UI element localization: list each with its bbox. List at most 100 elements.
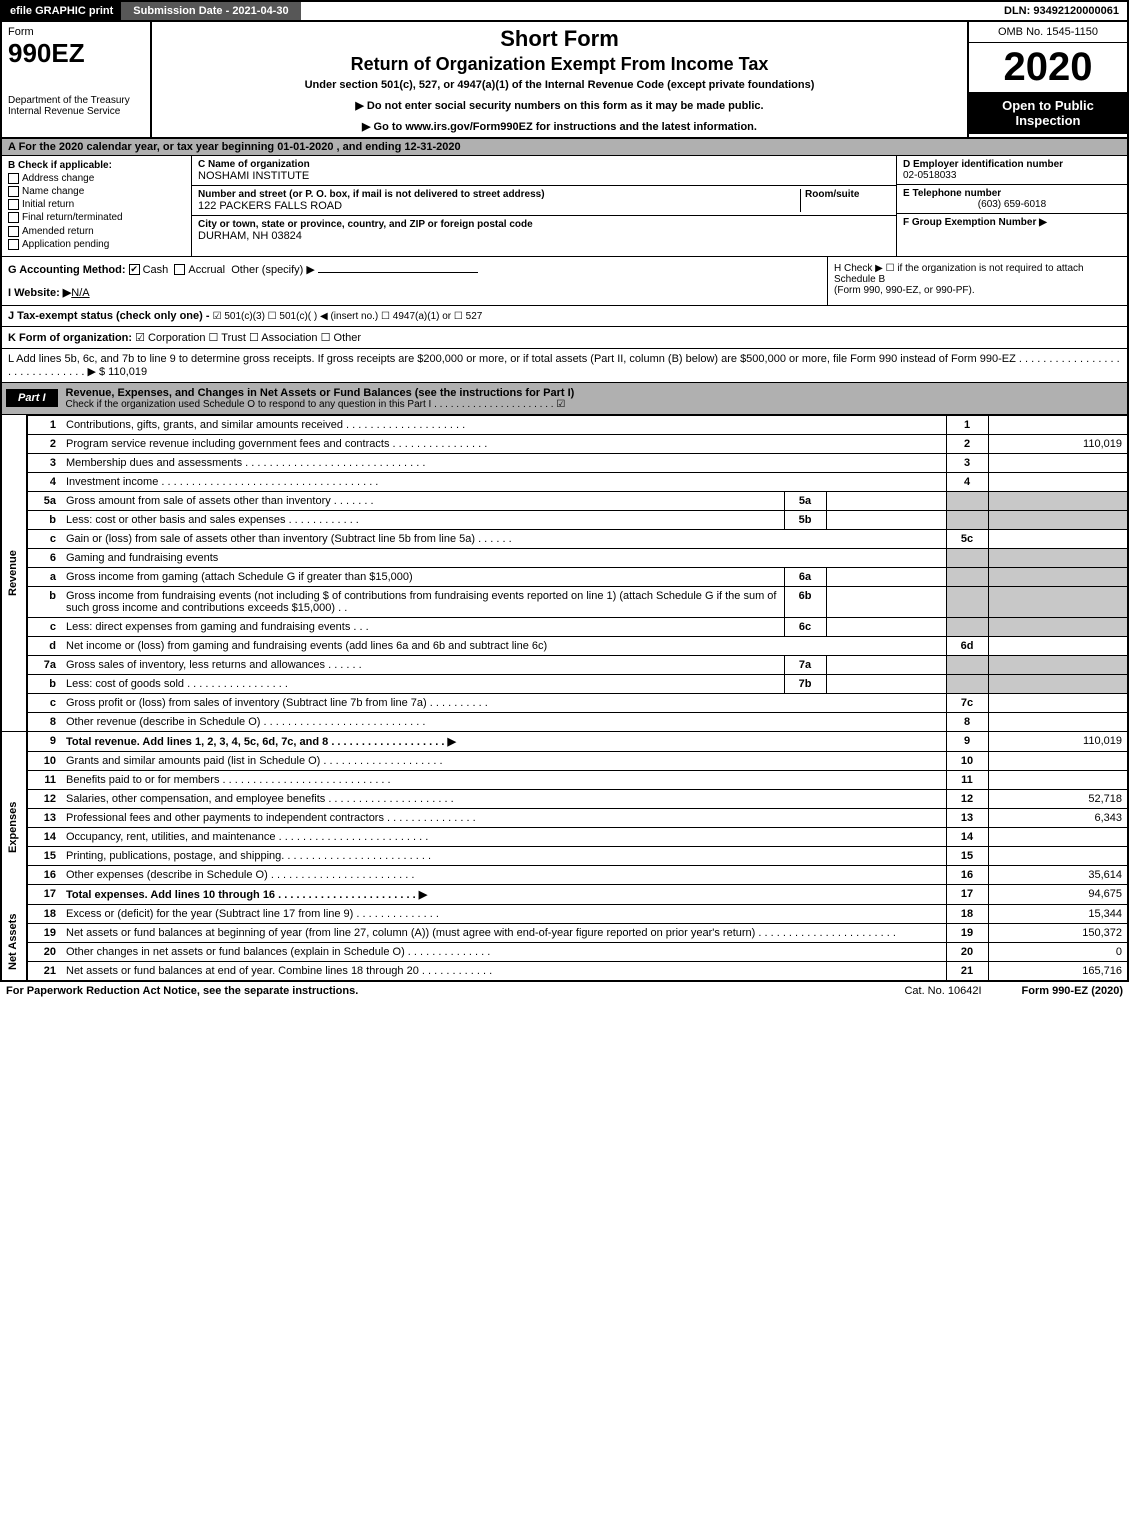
- irs-label: Internal Revenue Service: [8, 106, 144, 117]
- line-rnum: 3: [946, 453, 988, 472]
- line-desc: Other revenue (describe in Schedule O) .…: [61, 712, 946, 731]
- line-amount: [988, 472, 1128, 491]
- line-desc: Investment income . . . . . . . . . . . …: [61, 472, 946, 491]
- chk-final-return[interactable]: Final return/terminated: [8, 212, 185, 223]
- line-amount: 6,343: [988, 808, 1128, 827]
- part-i-table: Revenue 1 Contributions, gifts, grants, …: [0, 415, 1129, 981]
- line-desc: Gain or (loss) from sale of assets other…: [61, 529, 946, 548]
- line-rnum: 17: [946, 884, 988, 904]
- part-i-header: Part I Revenue, Expenses, and Changes in…: [0, 383, 1129, 415]
- line-amount: [988, 636, 1128, 655]
- part-i-sched-check: Check if the organization used Schedule …: [66, 399, 1123, 410]
- line-desc: Benefits paid to or for members . . . . …: [61, 770, 946, 789]
- chk-cash[interactable]: [129, 264, 140, 275]
- chk-amended-return[interactable]: Amended return: [8, 226, 185, 237]
- d-ein-label: D Employer identification number: [903, 159, 1063, 170]
- line-desc: Total revenue. Add lines 1, 2, 3, 4, 5c,…: [61, 731, 946, 751]
- part-i-title: Revenue, Expenses, and Changes in Net As…: [66, 387, 1123, 399]
- org-name: NOSHAMI INSTITUTE: [198, 170, 309, 182]
- org-address: 122 PACKERS FALLS ROAD: [198, 200, 342, 212]
- line-num: 7a: [27, 655, 61, 674]
- shade-cell: [946, 510, 988, 529]
- line-desc: Gross income from fundraising events (no…: [61, 586, 784, 617]
- line-num: 15: [27, 846, 61, 865]
- sub-num: 7b: [784, 674, 826, 693]
- side-revenue: Revenue: [1, 415, 27, 731]
- line-desc: Less: direct expenses from gaming and fu…: [61, 617, 784, 636]
- footer-catno: Cat. No. 10642I: [904, 985, 981, 997]
- line-amount: 94,675: [988, 884, 1128, 904]
- shade-cell: [988, 567, 1128, 586]
- shade-cell: [988, 586, 1128, 617]
- line-amount: [988, 415, 1128, 434]
- c-addr-label: Number and street (or P. O. box, if mail…: [198, 189, 545, 200]
- line-desc: Excess or (deficit) for the year (Subtra…: [61, 904, 946, 923]
- line-desc: Net assets or fund balances at end of ye…: [61, 961, 946, 980]
- line-num: 17: [27, 884, 61, 904]
- line-num: 8: [27, 712, 61, 731]
- sub-val: [826, 567, 946, 586]
- line-amount: [988, 712, 1128, 731]
- section-c-org-info: C Name of organization NOSHAMI INSTITUTE…: [192, 156, 897, 256]
- shade-cell: [988, 510, 1128, 529]
- shade-cell: [988, 674, 1128, 693]
- shade-cell: [946, 655, 988, 674]
- line-num: c: [27, 693, 61, 712]
- line-amount: 35,614: [988, 865, 1128, 884]
- line-num: 9: [27, 731, 61, 751]
- info-grid: B Check if applicable: Address change Na…: [0, 156, 1129, 257]
- efile-print-button[interactable]: efile GRAPHIC print: [2, 2, 121, 20]
- chk-name-change[interactable]: Name change: [8, 186, 185, 197]
- line-num: 3: [27, 453, 61, 472]
- line-amount: 110,019: [988, 731, 1128, 751]
- line-rnum: 19: [946, 923, 988, 942]
- omb-number: OMB No. 1545-1150: [969, 22, 1127, 43]
- page-footer: For Paperwork Reduction Act Notice, see …: [0, 981, 1129, 1000]
- chk-initial-return[interactable]: Initial return: [8, 199, 185, 210]
- phone-value: (603) 659-6018: [903, 199, 1121, 210]
- room-label: Room/suite: [805, 189, 859, 200]
- shade-cell: [946, 674, 988, 693]
- line-desc: Grants and similar amounts paid (list in…: [61, 751, 946, 770]
- part-i-tag: Part I: [6, 389, 58, 407]
- line-desc: Less: cost or other basis and sales expe…: [61, 510, 784, 529]
- line-num: 10: [27, 751, 61, 770]
- line-rnum: 2: [946, 434, 988, 453]
- sub-val: [826, 655, 946, 674]
- line-rnum: 5c: [946, 529, 988, 548]
- row-l: L Add lines 5b, 6c, and 7b to line 9 to …: [0, 349, 1129, 383]
- line-num: 2: [27, 434, 61, 453]
- line-rnum: 1: [946, 415, 988, 434]
- line-amount: 0: [988, 942, 1128, 961]
- line-amount: 15,344: [988, 904, 1128, 923]
- sub-val: [826, 617, 946, 636]
- c-name-label: C Name of organization: [198, 159, 310, 170]
- chk-address-change[interactable]: Address change: [8, 173, 185, 184]
- chk-application-pending[interactable]: Application pending: [8, 239, 185, 250]
- line-desc: Salaries, other compensation, and employ…: [61, 789, 946, 808]
- line-num: b: [27, 510, 61, 529]
- goto-link[interactable]: ▶ Go to www.irs.gov/Form990EZ for instru…: [160, 120, 959, 133]
- shade-cell: [988, 491, 1128, 510]
- chk-accrual[interactable]: [174, 264, 185, 275]
- line-num: b: [27, 586, 61, 617]
- g-accounting: G Accounting Method: Cash Accrual Other …: [8, 263, 821, 276]
- ein-value: 02-0518033: [903, 170, 956, 181]
- line-rnum: 20: [946, 942, 988, 961]
- dept-treasury: Department of the Treasury: [8, 95, 144, 106]
- line-desc: Total expenses. Add lines 10 through 16 …: [61, 884, 946, 904]
- line-amount: [988, 827, 1128, 846]
- sub-val: [826, 674, 946, 693]
- line-num: 6: [27, 548, 61, 567]
- c-city-label: City or town, state or province, country…: [198, 219, 533, 230]
- e-phone-label: E Telephone number: [903, 188, 1001, 199]
- line-num: 4: [27, 472, 61, 491]
- line-rnum: 11: [946, 770, 988, 789]
- line-amount: 165,716: [988, 961, 1128, 980]
- shade-cell: [946, 567, 988, 586]
- line-amount: [988, 770, 1128, 789]
- line-amount: [988, 693, 1128, 712]
- line-desc: Professional fees and other payments to …: [61, 808, 946, 827]
- line-desc: Printing, publications, postage, and shi…: [61, 846, 946, 865]
- sub-num: 5a: [784, 491, 826, 510]
